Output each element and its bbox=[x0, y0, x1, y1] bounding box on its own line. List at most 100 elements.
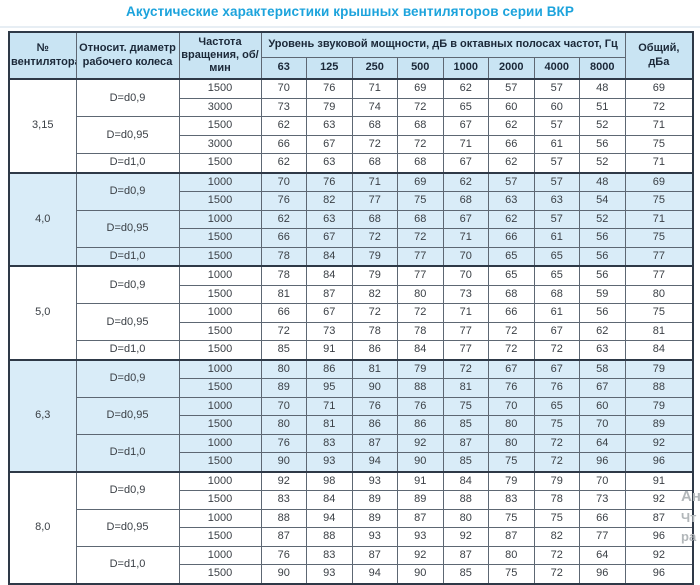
level-cell: 88 bbox=[397, 378, 444, 398]
total-cell: 69 bbox=[624, 78, 694, 99]
level-cell: 92 bbox=[260, 470, 307, 491]
fan-number-cell: 8,0 bbox=[8, 470, 77, 584]
level-cell: 87 bbox=[351, 545, 398, 565]
level-cell: 76 bbox=[533, 378, 580, 398]
diameter-cell: D=d1,0 bbox=[75, 433, 180, 472]
table-row: 1500 90 93 94 90 85 75 72 96 96 bbox=[9, 564, 694, 584]
diameter-cell: D=d0,9 bbox=[75, 78, 180, 117]
table-body: 3,15 D=d0,9 1500 70 76 71 69 62 57 57 48 69 3000 73 79… bbox=[8, 78, 694, 584]
level-cell: 87 bbox=[442, 545, 489, 565]
level-cell: 62 bbox=[488, 116, 535, 136]
level-cell: 76 bbox=[351, 396, 398, 416]
level-cell: 57 bbox=[533, 116, 580, 136]
level-cell: 93 bbox=[351, 470, 398, 491]
total-cell: 75 bbox=[624, 228, 694, 248]
level-cell: 85 bbox=[442, 452, 489, 472]
level-cell: 66 bbox=[488, 228, 535, 248]
table-row: D=d1,0 1000 76 83 87 92 87 80 72 64 92 bbox=[9, 545, 694, 584]
rpm-cell: 1500 bbox=[178, 490, 262, 510]
level-cell: 80 bbox=[442, 508, 489, 528]
total-cell: 89 bbox=[624, 415, 694, 435]
total-cell: 81 bbox=[624, 321, 694, 341]
total-cell: 84 bbox=[624, 340, 694, 360]
level-cell: 67 bbox=[488, 358, 535, 379]
acoustic-characteristics-table: № вентилятора Относит. диаметр рабочего … bbox=[8, 31, 695, 585]
level-cell: 65 bbox=[533, 246, 580, 267]
level-cell: 48 bbox=[579, 78, 626, 99]
level-cell: 62 bbox=[442, 171, 489, 192]
level-cell: 72 bbox=[351, 303, 398, 323]
table-row: D=d0,95 1000 66 67 72 72 71 66 61 56 75 bbox=[9, 303, 694, 341]
total-cell: 96 bbox=[624, 564, 694, 584]
level-cell: 71 bbox=[351, 78, 398, 99]
level-cell: 83 bbox=[306, 433, 353, 453]
level-cell: 73 bbox=[306, 321, 353, 341]
level-cell: 52 bbox=[579, 209, 626, 229]
table-row: D=d0,95 1000 62 63 68 68 67 62 57 52 71 bbox=[9, 209, 694, 248]
level-cell: 91 bbox=[306, 340, 353, 360]
level-cell: 96 bbox=[579, 564, 626, 584]
total-cell: 72 bbox=[624, 97, 694, 117]
rpm-cell: 1500 bbox=[178, 378, 262, 398]
level-cell: 74 bbox=[351, 97, 398, 117]
total-cell: 96 bbox=[624, 527, 694, 547]
level-cell: 86 bbox=[306, 358, 353, 379]
level-cell: 72 bbox=[533, 340, 580, 360]
level-cell: 83 bbox=[260, 490, 307, 510]
level-cell: 87 bbox=[488, 527, 535, 547]
level-cell: 56 bbox=[579, 303, 626, 323]
level-cell: 76 bbox=[488, 378, 535, 398]
level-cell: 78 bbox=[351, 321, 398, 341]
level-cell: 79 bbox=[351, 265, 398, 286]
rpm-cell: 3000 bbox=[178, 134, 262, 154]
level-cell: 60 bbox=[579, 396, 626, 416]
header-frequency: 4000 bbox=[533, 57, 580, 80]
diameter-cell: D=d0,9 bbox=[75, 171, 180, 211]
level-cell: 59 bbox=[579, 284, 626, 304]
level-cell: 65 bbox=[488, 265, 535, 286]
level-cell: 84 bbox=[306, 490, 353, 510]
level-cell: 68 bbox=[351, 209, 398, 229]
level-cell: 87 bbox=[442, 433, 489, 453]
level-cell: 75 bbox=[488, 508, 535, 528]
table-row: 8,0 D=d0,9 1000 92 98 93 91 84 79 79 70 91 bbox=[8, 470, 694, 584]
level-cell: 52 bbox=[579, 116, 626, 136]
level-cell: 70 bbox=[260, 396, 307, 416]
level-cell: 79 bbox=[351, 246, 398, 267]
level-cell: 66 bbox=[488, 134, 535, 154]
level-cell: 63 bbox=[306, 116, 353, 136]
level-cell: 85 bbox=[442, 415, 489, 435]
level-cell: 81 bbox=[260, 284, 307, 304]
level-cell: 71 bbox=[442, 303, 489, 323]
level-cell: 72 bbox=[397, 228, 444, 248]
total-cell: 91 bbox=[624, 470, 694, 491]
level-cell: 70 bbox=[260, 78, 307, 99]
level-cell: 84 bbox=[306, 265, 353, 286]
diameter-cell: D=d0,9 bbox=[75, 358, 180, 398]
level-cell: 88 bbox=[306, 527, 353, 547]
level-cell: 76 bbox=[260, 191, 307, 211]
level-cell: 83 bbox=[488, 490, 535, 510]
level-cell: 61 bbox=[533, 134, 580, 154]
level-cell: 72 bbox=[260, 321, 307, 341]
rpm-cell: 3000 bbox=[178, 97, 262, 117]
header-frequency: 500 bbox=[397, 57, 444, 80]
header-frequency: 250 bbox=[351, 57, 398, 80]
level-cell: 88 bbox=[442, 490, 489, 510]
total-cell: 77 bbox=[624, 246, 694, 267]
level-cell: 72 bbox=[533, 433, 580, 453]
level-cell: 73 bbox=[442, 284, 489, 304]
level-cell: 80 bbox=[397, 284, 444, 304]
level-cell: 63 bbox=[579, 340, 626, 360]
level-cell: 93 bbox=[397, 527, 444, 547]
level-cell: 67 bbox=[442, 116, 489, 136]
top-divider bbox=[0, 26, 700, 28]
level-cell: 87 bbox=[260, 527, 307, 547]
level-cell: 63 bbox=[488, 191, 535, 211]
level-cell: 77 bbox=[397, 265, 444, 286]
level-cell: 91 bbox=[397, 470, 444, 491]
level-cell: 68 bbox=[397, 153, 444, 173]
level-cell: 65 bbox=[488, 246, 535, 267]
fan-number-cell: 4,0 bbox=[8, 171, 77, 267]
level-cell: 67 bbox=[442, 209, 489, 229]
